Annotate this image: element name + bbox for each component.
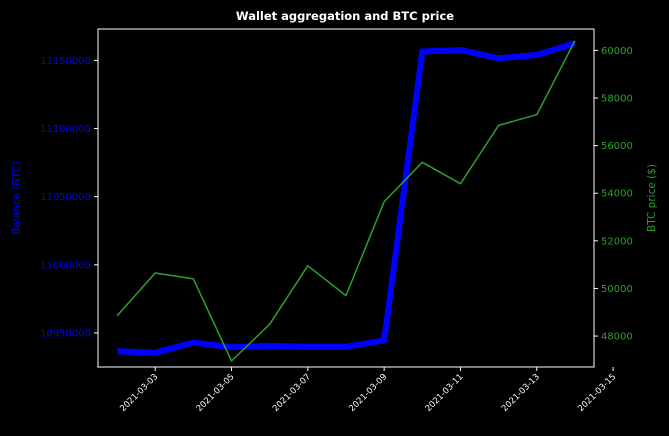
right-tick-label-6: 60000 bbox=[601, 46, 633, 57]
left-tick-label-3: 11100000 bbox=[40, 124, 91, 135]
right-tick-label-2: 52000 bbox=[601, 236, 633, 247]
chart-title: Wallet aggregation and BTC price bbox=[236, 9, 454, 23]
left-tick-label-2: 11050000 bbox=[40, 192, 91, 203]
left-axis-label: Balance (BTC) bbox=[11, 161, 23, 235]
left-tick-label-0: 10950000 bbox=[40, 328, 91, 339]
right-tick-label-0: 48000 bbox=[601, 332, 633, 343]
right-axis-label: BTC price ($) bbox=[646, 164, 658, 232]
left-tick-label-4: 11150000 bbox=[40, 56, 91, 67]
right-tick-label-4: 56000 bbox=[601, 141, 633, 152]
left-tick-label-1: 11000000 bbox=[40, 260, 91, 271]
right-tick-label-5: 58000 bbox=[601, 94, 633, 105]
right-tick-label-3: 54000 bbox=[601, 189, 633, 200]
plot-frame bbox=[97, 28, 595, 368]
right-tick-label-1: 50000 bbox=[601, 284, 633, 295]
